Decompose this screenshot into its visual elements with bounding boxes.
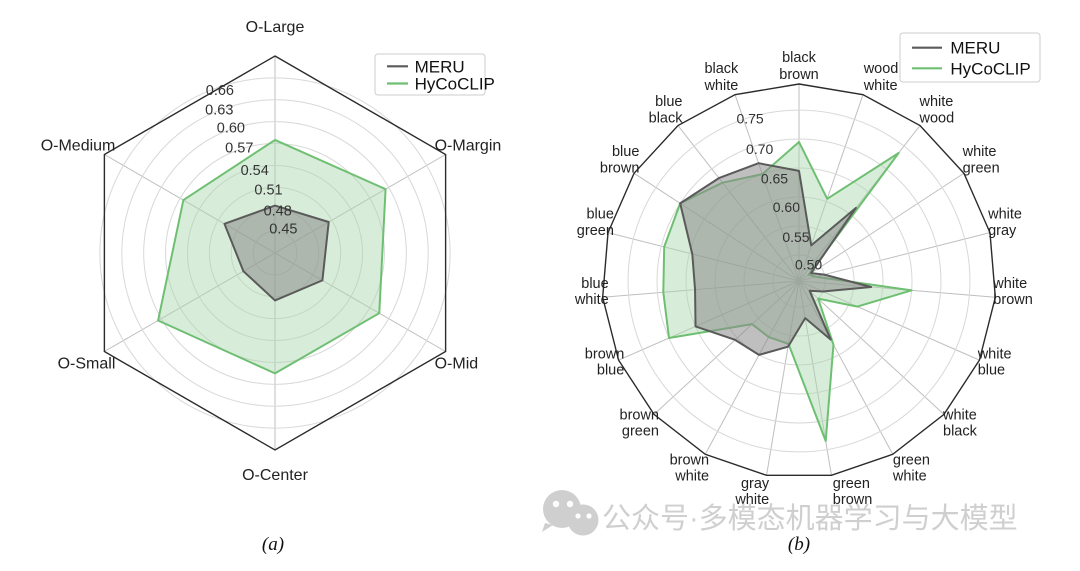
- svg-text:brown: brown: [670, 452, 710, 468]
- svg-text:white: white: [674, 468, 709, 484]
- svg-text:white: white: [962, 144, 997, 160]
- svg-text:black: black: [943, 424, 978, 440]
- svg-text:公众号·多模态机器学习与大模型: 公众号·多模态机器学习与大模型: [602, 502, 1018, 535]
- svg-text:blue: blue: [612, 144, 639, 160]
- svg-text:0.51: 0.51: [254, 183, 282, 199]
- svg-text:0.55: 0.55: [782, 229, 809, 245]
- svg-text:white: white: [892, 468, 927, 484]
- svg-text:blue: blue: [655, 94, 682, 110]
- svg-text:brown: brown: [993, 292, 1033, 308]
- svg-text:blue: blue: [597, 363, 624, 379]
- svg-text:blue: blue: [586, 207, 613, 223]
- svg-text:white: white: [863, 78, 898, 94]
- svg-text:0.63: 0.63: [205, 103, 233, 119]
- svg-text:0.70: 0.70: [746, 141, 773, 157]
- svg-text:O-Medium: O-Medium: [41, 138, 116, 155]
- svg-text:HyCoCLIP: HyCoCLIP: [950, 59, 1030, 78]
- svg-text:(b): (b): [788, 534, 810, 555]
- svg-text:MERU: MERU: [950, 39, 1000, 58]
- svg-text:O-Small: O-Small: [58, 356, 116, 373]
- svg-text:green: green: [577, 223, 614, 239]
- svg-text:green: green: [893, 452, 930, 468]
- svg-text:white: white: [992, 276, 1027, 292]
- svg-text:white: white: [987, 207, 1022, 223]
- svg-text:0.57: 0.57: [225, 141, 253, 157]
- svg-text:white: white: [703, 78, 738, 94]
- svg-text:brown: brown: [585, 347, 625, 363]
- svg-text:green: green: [833, 476, 870, 492]
- svg-text:black: black: [704, 61, 739, 77]
- svg-text:0.54: 0.54: [241, 163, 269, 179]
- svg-text:brown: brown: [779, 67, 819, 83]
- svg-text:green: green: [963, 161, 1000, 177]
- svg-text:blue: blue: [978, 363, 1005, 379]
- svg-text:HyCoCLIP: HyCoCLIP: [415, 75, 495, 94]
- svg-text:0.50: 0.50: [795, 257, 822, 273]
- svg-text:green: green: [622, 424, 659, 440]
- svg-text:white: white: [919, 94, 954, 110]
- svg-text:O-Center: O-Center: [242, 467, 308, 484]
- svg-text:0.66: 0.66: [206, 83, 234, 99]
- svg-text:white: white: [942, 408, 977, 424]
- svg-text:0.75: 0.75: [736, 110, 763, 126]
- svg-text:wood: wood: [863, 61, 899, 77]
- svg-text:O-Large: O-Large: [246, 19, 305, 36]
- svg-text:gray: gray: [988, 223, 1017, 239]
- svg-text:white: white: [977, 347, 1012, 363]
- svg-text:0.48: 0.48: [264, 204, 292, 220]
- svg-text:black: black: [649, 111, 684, 127]
- svg-text:black: black: [782, 50, 817, 66]
- svg-text:gray: gray: [741, 476, 770, 492]
- svg-text:0.60: 0.60: [217, 121, 245, 137]
- svg-text:MERU: MERU: [415, 57, 465, 76]
- svg-text:O-Mid: O-Mid: [435, 356, 479, 373]
- svg-text:O-Margin: O-Margin: [435, 138, 502, 155]
- svg-text:brown: brown: [620, 408, 660, 424]
- svg-text:(a): (a): [262, 534, 284, 555]
- svg-text:0.65: 0.65: [761, 170, 788, 186]
- svg-text:blue: blue: [581, 276, 608, 292]
- svg-text:0.45: 0.45: [269, 222, 297, 238]
- svg-text:white: white: [574, 292, 609, 308]
- svg-text:0.60: 0.60: [773, 199, 800, 215]
- svg-text:wood: wood: [919, 111, 955, 127]
- svg-text:brown: brown: [600, 161, 640, 177]
